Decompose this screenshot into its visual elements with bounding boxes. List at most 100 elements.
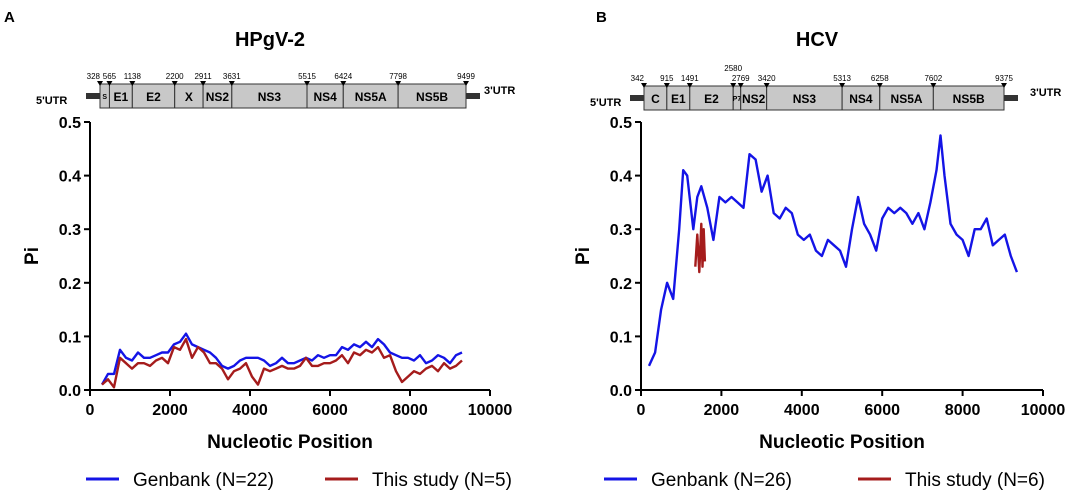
boundary-marker xyxy=(340,81,347,86)
gene-label: NS5A xyxy=(891,92,923,106)
boundary-label: 342 xyxy=(631,74,645,83)
boundary-label: 565 xyxy=(103,72,117,81)
gene-label: P7 xyxy=(733,96,742,103)
y-tick-label: 0.3 xyxy=(59,222,81,239)
gene-box xyxy=(740,85,768,111)
gene-label: NS2 xyxy=(742,92,766,106)
legend: Genbank (N=26) This study (N=6) xyxy=(604,470,1045,491)
y-tick-label: 0.4 xyxy=(610,169,632,186)
boundary-marker xyxy=(1001,83,1007,88)
gene-label: E2 xyxy=(146,90,161,104)
utr5-label: 5'UTR xyxy=(590,97,621,109)
y-axis-label: Pi xyxy=(22,247,43,265)
y-tick-label: 0.3 xyxy=(610,222,632,239)
x-tick-label: 10000 xyxy=(1021,402,1066,419)
boundary-label: 915 xyxy=(660,74,674,83)
boundary-label: 1491 xyxy=(681,74,699,83)
gene-box xyxy=(342,83,399,109)
gene-box xyxy=(131,83,176,109)
legend: Genbank (N=22) This study (N=5) xyxy=(86,470,512,491)
gene-label: NS2 xyxy=(206,90,230,104)
legend-entry: This study (N=5) xyxy=(372,470,512,491)
y-axis-label: Pi xyxy=(573,247,594,265)
y-tick-label: 0.1 xyxy=(59,329,81,346)
axes: 0.0 0.1 0.2 0.3 0.4 0.5 0 2000 4000 6000 8000 10000… xyxy=(22,115,512,453)
x-tick-label: 8000 xyxy=(945,402,981,419)
x-tick-label: 2000 xyxy=(152,402,188,419)
panel-letter: A xyxy=(4,9,15,26)
genome-map: 5'UTR 3'UTR S E1 E2 X NS2 NS3 NS4 NS5A NS5B 328 565 1… xyxy=(36,72,515,109)
legend-entry: This study (N=6) xyxy=(905,470,1045,491)
y-tick-label: 0.5 xyxy=(59,115,81,132)
series-line xyxy=(694,222,707,274)
boundary-marker xyxy=(663,83,670,88)
x-tick-label: 6000 xyxy=(864,402,900,419)
gene-label: C xyxy=(651,92,660,106)
boundary-label: 2911 xyxy=(194,72,212,81)
boundary-marker xyxy=(686,83,693,88)
legend-entry: Genbank (N=26) xyxy=(651,470,792,491)
genome-map: 5'UTR 3'UTR C E1 E2 P7 NS2 NS3 NS4 NS5A NS5B 342 915… xyxy=(590,64,1061,111)
y-tick-label: 0.0 xyxy=(610,383,632,400)
gene-label: E1 xyxy=(671,92,686,106)
legend-entry: Genbank (N=22) xyxy=(133,470,274,491)
series-line xyxy=(647,134,1019,367)
chart-title: HCV xyxy=(796,29,839,51)
gene-box xyxy=(397,83,467,109)
boundary-marker xyxy=(930,83,937,88)
boundary-label: 9375 xyxy=(995,74,1013,83)
utr3-label: 3'UTR xyxy=(484,85,515,97)
gene-label: NS5A xyxy=(355,90,387,104)
boundary-label: 1138 xyxy=(124,72,142,81)
boundary-marker xyxy=(641,83,647,88)
gene-label: NS3 xyxy=(793,92,817,106)
gene-label: NS4 xyxy=(313,90,337,104)
utr3-bar xyxy=(466,93,480,99)
boundary-marker xyxy=(171,81,178,86)
boundary-marker xyxy=(763,83,770,88)
boundary-marker xyxy=(228,81,235,86)
x-tick-label: 0 xyxy=(637,402,646,419)
gene-box xyxy=(231,83,308,109)
boundary-marker xyxy=(97,81,103,86)
boundary-label: 6258 xyxy=(871,74,889,83)
gene-label: E1 xyxy=(114,90,129,104)
gene-label: X xyxy=(185,90,193,104)
gene-box xyxy=(841,85,881,111)
boundary-label: 7798 xyxy=(389,72,407,81)
boundary-marker xyxy=(200,81,207,86)
utr3-bar xyxy=(1004,95,1018,101)
gene-label: NS4 xyxy=(849,92,873,106)
gene-label: E2 xyxy=(704,92,719,106)
boundary-marker xyxy=(737,83,744,88)
boundary-marker xyxy=(395,81,402,86)
gene-box xyxy=(932,85,1005,111)
boundary-label: 7602 xyxy=(924,74,942,83)
panel-b: B HCV 5'UTR 3'UTR C E1 E2 P7 NS2 NS3 NS4 NS5A NS5B 34… xyxy=(573,9,1065,491)
utr3-label: 3'UTR xyxy=(1030,87,1061,99)
gene-label: NS5B xyxy=(953,92,985,106)
x-tick-label: 8000 xyxy=(392,402,428,419)
axes: 0.0 0.1 0.2 0.3 0.4 0.5 0 2000 4000 6000 8000 10000… xyxy=(573,115,1065,453)
boundary-marker xyxy=(839,83,846,88)
gene-box xyxy=(689,85,734,111)
boundary-marker xyxy=(876,83,883,88)
y-tick-label: 0.4 xyxy=(59,169,81,186)
utr5-bar xyxy=(630,95,644,101)
utr5-label: 5'UTR xyxy=(36,95,67,107)
gene-label: NS3 xyxy=(258,90,282,104)
boundary-marker xyxy=(129,81,136,86)
boundary-label: 2200 xyxy=(166,72,184,81)
boundary-marker xyxy=(463,81,469,86)
series-line xyxy=(100,332,463,386)
boundary-label: 6424 xyxy=(334,72,352,81)
boundary-label: 9499 xyxy=(457,72,475,81)
y-tick-label: 0.5 xyxy=(610,115,632,132)
gene-label: S xyxy=(102,94,107,101)
gene-label: NS5B xyxy=(416,90,448,104)
x-tick-label: 4000 xyxy=(232,402,268,419)
y-tick-label: 0.1 xyxy=(610,329,632,346)
boundary-label: 5313 xyxy=(833,74,851,83)
boundary-label: 5515 xyxy=(298,72,316,81)
